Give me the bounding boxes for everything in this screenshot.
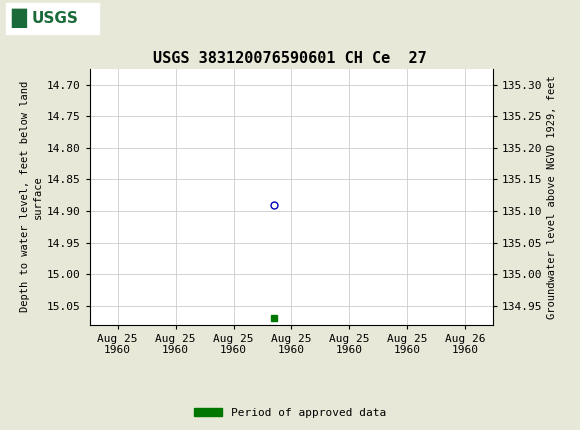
Legend: Period of approved data: Period of approved data	[190, 403, 390, 422]
Text: █: █	[12, 9, 27, 28]
Text: USGS: USGS	[32, 11, 79, 26]
Bar	[6, 3, 99, 34]
Y-axis label: Groundwater level above NGVD 1929, feet: Groundwater level above NGVD 1929, feet	[547, 75, 557, 319]
Text: USGS 383120076590601 CH Ce  27: USGS 383120076590601 CH Ce 27	[153, 51, 427, 65]
Y-axis label: Depth to water level, feet below land
surface: Depth to water level, feet below land su…	[20, 81, 43, 312]
